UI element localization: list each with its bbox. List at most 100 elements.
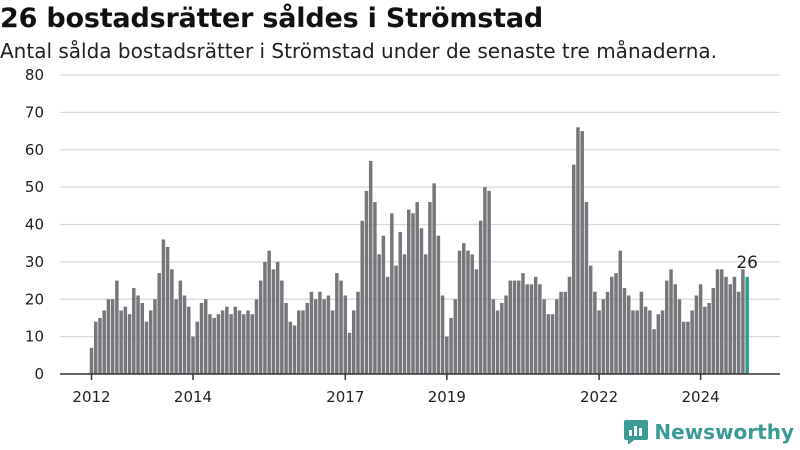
bar [631,310,635,374]
x-tick-label: 2022 [580,388,618,406]
bar [174,299,178,374]
bar [246,310,250,374]
bar [538,284,542,374]
bar [732,276,737,374]
bar [610,276,614,374]
bar [559,291,563,374]
bar [703,306,707,374]
bar [470,254,474,374]
bar [288,321,293,374]
bar [656,314,661,374]
y-tick-label: 70 [25,103,44,121]
bar [711,288,716,374]
bar [643,306,648,374]
bar [178,280,183,374]
bar [280,280,284,374]
bar [449,317,453,374]
bar [385,276,390,374]
brand-logo[interactable]: Newsworthy [624,420,794,444]
bar [250,314,254,374]
bar [669,269,673,374]
bar [208,314,212,374]
bar [115,280,119,374]
bar [132,288,136,374]
bar [398,231,403,374]
bar [161,239,166,374]
x-tick-label: 2017 [326,388,364,406]
bar [457,250,462,374]
bar [677,299,682,374]
bar [715,269,720,374]
bar [436,235,441,374]
bar [415,202,419,374]
bar [720,269,724,374]
bar [305,302,309,374]
bar [652,329,656,374]
x-tick-label: 2024 [682,388,720,406]
bar [593,291,597,374]
bar [170,269,174,374]
y-tick-label: 40 [25,216,44,234]
bar [512,280,517,374]
bar [335,273,339,374]
bar [626,295,631,374]
bar [445,336,449,375]
bar [432,183,436,374]
bar [516,280,521,374]
bar [119,310,123,374]
bar [301,310,305,374]
bar [546,314,551,374]
bar [267,250,271,374]
bar [127,314,132,374]
bar [390,213,394,374]
bar [347,332,352,374]
bar [618,250,622,374]
bar [144,321,149,374]
bar [394,265,398,374]
bar [453,299,458,374]
bar [364,190,369,374]
bar [148,310,153,374]
bar [110,299,115,374]
bar [698,284,703,374]
bar [521,273,525,374]
bar [567,276,572,374]
bar [140,302,145,374]
bar [635,310,639,374]
bar [157,273,161,374]
bar [491,299,496,374]
bar [153,299,157,374]
bar [660,310,665,374]
chart-subtitle: Antal sålda bostadsrätter i Strömstad un… [0,39,718,63]
bar [529,284,534,374]
x-axis-ticks: 2012 2014 2017 2019 2022 2024 [72,374,720,406]
bar [648,310,652,374]
bar [93,321,98,374]
bar [136,295,140,374]
bars [89,127,749,375]
bar [597,310,601,374]
bar [542,299,546,374]
bar [622,288,627,374]
bar [614,273,618,374]
bar [275,261,280,375]
y-tick-label: 50 [25,178,44,196]
bar [330,310,335,374]
bar [601,299,606,374]
bar [356,291,360,374]
bar [309,291,314,374]
bar [373,202,377,374]
bar [407,209,411,374]
bar [423,254,428,374]
bar [605,291,610,374]
bar [428,202,432,374]
bar [297,310,301,374]
bar [707,302,711,374]
bar [225,306,229,374]
bar [563,291,568,374]
bar [728,284,732,374]
bar [352,310,356,374]
bar-highlight [745,276,749,374]
bar [402,254,407,374]
y-tick-label: 10 [25,328,44,346]
